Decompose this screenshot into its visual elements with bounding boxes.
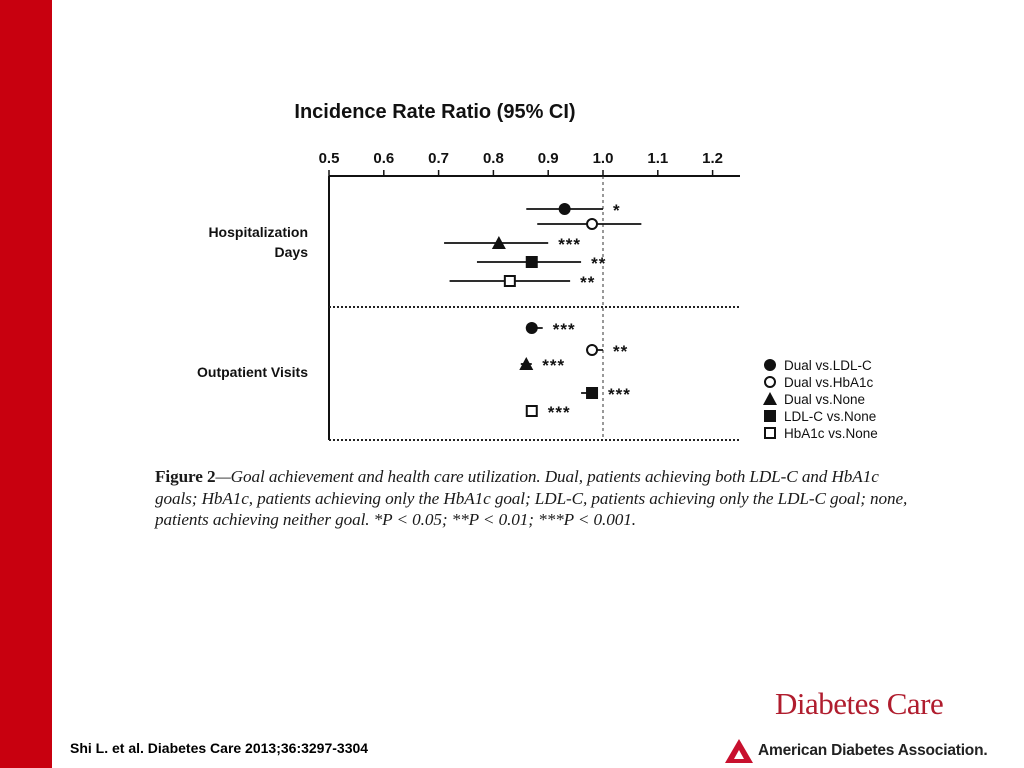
estimate-marker bbox=[558, 203, 571, 215]
legend-marker bbox=[763, 392, 777, 405]
estimate-marker bbox=[525, 256, 538, 268]
x-axis: 0.5 0.6 0.7 0.8 0.9 1.0 1.1 1.2 bbox=[319, 150, 740, 441]
significance-label: ** bbox=[580, 273, 595, 292]
chart-title: Incidence Rate Ratio (95% CI) bbox=[294, 101, 575, 123]
ada-triangle-icon bbox=[725, 739, 753, 763]
left-accent-bar bbox=[0, 0, 52, 768]
figure-label: Figure 2 bbox=[155, 467, 216, 486]
x-tick-label: 1.1 bbox=[647, 150, 668, 167]
significance-label: *** bbox=[542, 356, 565, 375]
estimate-marker bbox=[503, 275, 516, 287]
group-label: Outpatient Visits bbox=[197, 364, 308, 380]
estimate-marker bbox=[519, 357, 534, 370]
x-tick-label: 0.5 bbox=[319, 150, 340, 167]
estimate-marker bbox=[491, 236, 506, 249]
significance-label: * bbox=[613, 201, 621, 220]
significance-label: *** bbox=[608, 385, 631, 404]
legend-label: HbA1c vs.None bbox=[784, 426, 878, 441]
legend-marker bbox=[764, 410, 776, 422]
x-tick-label: 0.6 bbox=[373, 150, 394, 167]
x-tick-label: 0.9 bbox=[538, 150, 559, 167]
data-marks: ********************** bbox=[444, 201, 642, 422]
caption-text: —Goal achievement and health care utiliz… bbox=[155, 467, 908, 529]
x-tick-label: 0.7 bbox=[428, 150, 449, 167]
significance-label: ** bbox=[591, 254, 606, 273]
significance-label: ** bbox=[613, 342, 628, 361]
estimate-marker bbox=[586, 344, 599, 356]
x-tick-label: 1.0 bbox=[593, 150, 614, 167]
legend-label: LDL-C vs.None bbox=[784, 409, 876, 424]
legend-marker bbox=[764, 359, 776, 371]
journal-logo: Diabetes Care bbox=[775, 686, 944, 721]
estimate-marker bbox=[525, 405, 538, 417]
citation: Shi L. et al. Diabetes Care 2013;36:3297… bbox=[70, 740, 369, 756]
group-label: Days bbox=[275, 244, 309, 260]
estimate-marker bbox=[586, 218, 599, 230]
publisher-name: American Diabetes Association. bbox=[758, 742, 988, 759]
significance-label: *** bbox=[553, 320, 576, 339]
estimate-marker bbox=[525, 322, 538, 334]
legend-label: Dual vs.None bbox=[784, 392, 865, 407]
group-labels: Hospitalization Days Outpatient Visits bbox=[197, 224, 308, 380]
significance-label: *** bbox=[558, 235, 581, 254]
group-label: Hospitalization bbox=[208, 224, 308, 240]
legend-label: Dual vs.LDL-C bbox=[784, 358, 872, 373]
ada-logo: American Diabetes Association. bbox=[724, 736, 988, 766]
significance-label: *** bbox=[548, 403, 571, 422]
x-tick-label: 0.8 bbox=[483, 150, 504, 167]
legend-marker bbox=[764, 376, 776, 388]
legend: Dual vs.LDL-C Dual vs.HbA1c Dual vs.None LD… bbox=[763, 358, 878, 441]
x-tick-label: 1.2 bbox=[702, 150, 723, 167]
legend-label: Dual vs.HbA1c bbox=[784, 375, 874, 390]
estimate-marker bbox=[586, 387, 599, 399]
legend-marker bbox=[764, 427, 776, 439]
forest-plot: Incidence Rate Ratio (95% CI) 0.5 0.6 0.7 0… bbox=[197, 101, 878, 441]
figure-caption: Figure 2—Goal achievement and health car… bbox=[155, 466, 915, 531]
